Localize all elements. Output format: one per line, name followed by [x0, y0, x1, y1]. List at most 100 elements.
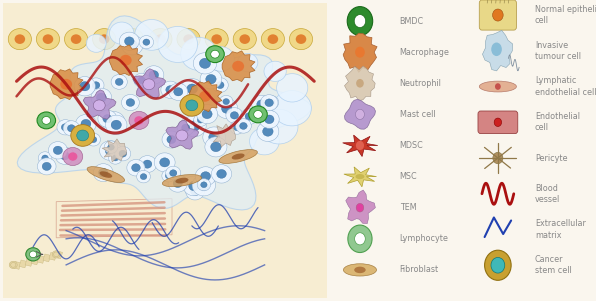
Circle shape — [74, 76, 95, 96]
Polygon shape — [133, 69, 166, 98]
Circle shape — [211, 50, 219, 58]
Circle shape — [186, 183, 204, 200]
Circle shape — [209, 132, 219, 142]
Circle shape — [197, 179, 210, 191]
Text: Lymphocyte: Lymphocyte — [400, 234, 449, 243]
Circle shape — [200, 58, 210, 68]
Circle shape — [257, 100, 266, 108]
Circle shape — [105, 146, 116, 155]
Circle shape — [149, 29, 172, 50]
Circle shape — [268, 99, 275, 106]
Circle shape — [92, 82, 100, 89]
Circle shape — [485, 250, 511, 280]
Text: MSC: MSC — [400, 172, 417, 181]
Polygon shape — [50, 69, 83, 100]
Polygon shape — [222, 51, 255, 82]
Circle shape — [212, 165, 232, 183]
Circle shape — [219, 95, 233, 108]
Circle shape — [235, 119, 252, 133]
Circle shape — [112, 120, 119, 126]
Circle shape — [173, 88, 183, 96]
Circle shape — [143, 39, 150, 45]
Circle shape — [112, 155, 119, 161]
Circle shape — [125, 37, 134, 45]
Circle shape — [98, 168, 108, 177]
Circle shape — [494, 118, 502, 126]
Circle shape — [249, 106, 267, 123]
Circle shape — [177, 29, 200, 50]
Circle shape — [356, 79, 364, 88]
Bar — [43, 254, 51, 262]
Circle shape — [64, 29, 88, 50]
Circle shape — [42, 155, 48, 161]
Circle shape — [127, 34, 138, 44]
Circle shape — [88, 78, 104, 92]
Circle shape — [355, 47, 365, 58]
Circle shape — [144, 66, 164, 84]
Circle shape — [92, 29, 116, 50]
Text: Neutrophil: Neutrophil — [400, 79, 442, 88]
Circle shape — [71, 34, 82, 44]
Circle shape — [268, 34, 278, 44]
Ellipse shape — [355, 174, 364, 179]
FancyBboxPatch shape — [478, 111, 518, 134]
Text: Endothelial
cell: Endothelial cell — [535, 112, 580, 132]
Polygon shape — [110, 45, 142, 76]
Circle shape — [238, 53, 258, 72]
Circle shape — [91, 88, 111, 107]
Circle shape — [233, 29, 256, 50]
Circle shape — [205, 29, 228, 50]
Circle shape — [186, 100, 198, 111]
Circle shape — [197, 104, 218, 124]
Circle shape — [14, 34, 25, 44]
Circle shape — [217, 169, 226, 178]
Circle shape — [205, 137, 227, 157]
Circle shape — [290, 29, 312, 50]
Ellipse shape — [354, 267, 366, 273]
Circle shape — [139, 36, 154, 49]
Circle shape — [94, 164, 113, 182]
Circle shape — [169, 83, 188, 101]
Circle shape — [207, 47, 234, 71]
Circle shape — [263, 127, 273, 136]
Text: Normal epithelial
cell: Normal epithelial cell — [535, 5, 596, 25]
Circle shape — [111, 120, 122, 129]
Circle shape — [121, 29, 144, 50]
Circle shape — [203, 127, 225, 147]
Circle shape — [97, 93, 105, 101]
Circle shape — [241, 108, 258, 124]
Circle shape — [245, 113, 253, 120]
Circle shape — [161, 81, 180, 98]
Circle shape — [356, 203, 364, 212]
Text: Mast cell: Mast cell — [400, 110, 435, 119]
Circle shape — [222, 104, 232, 113]
Circle shape — [192, 175, 216, 196]
Circle shape — [230, 121, 244, 134]
Circle shape — [356, 141, 364, 150]
Circle shape — [492, 9, 503, 21]
Circle shape — [38, 152, 52, 164]
Circle shape — [199, 91, 211, 102]
Circle shape — [26, 248, 41, 261]
Ellipse shape — [219, 150, 257, 163]
Circle shape — [158, 26, 197, 62]
Ellipse shape — [479, 81, 516, 92]
Circle shape — [257, 122, 279, 141]
Circle shape — [265, 115, 274, 124]
Circle shape — [104, 141, 118, 154]
Circle shape — [166, 166, 181, 180]
Circle shape — [11, 262, 16, 267]
Circle shape — [42, 162, 51, 170]
Circle shape — [216, 99, 238, 119]
Circle shape — [108, 144, 114, 150]
Circle shape — [80, 82, 90, 91]
Circle shape — [29, 251, 37, 258]
Circle shape — [97, 93, 106, 102]
Circle shape — [354, 14, 366, 28]
Circle shape — [110, 22, 134, 44]
Circle shape — [108, 116, 123, 129]
Circle shape — [119, 150, 126, 157]
Bar — [37, 256, 45, 263]
Polygon shape — [4, 3, 327, 298]
Circle shape — [111, 75, 128, 89]
